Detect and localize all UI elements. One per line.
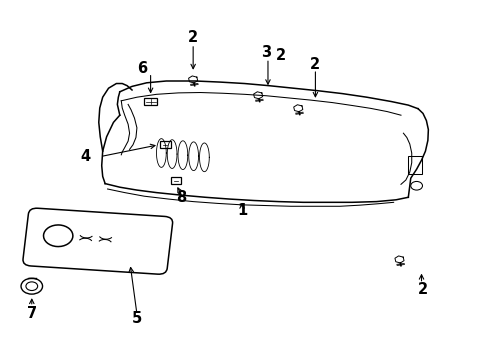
Text: 1: 1 <box>237 203 246 218</box>
Text: 2: 2 <box>310 57 320 72</box>
Bar <box>160 141 170 148</box>
Text: 5: 5 <box>132 311 142 326</box>
Text: 2: 2 <box>188 30 198 45</box>
Text: 4: 4 <box>81 149 90 164</box>
Bar <box>170 177 181 184</box>
Text: 3: 3 <box>261 45 271 60</box>
Text: 8: 8 <box>176 190 185 206</box>
Text: 6: 6 <box>137 61 146 76</box>
Text: 7: 7 <box>27 306 37 321</box>
Bar <box>143 98 157 105</box>
Bar <box>407 156 421 174</box>
Text: 2: 2 <box>417 282 427 297</box>
Text: 2: 2 <box>276 48 285 63</box>
